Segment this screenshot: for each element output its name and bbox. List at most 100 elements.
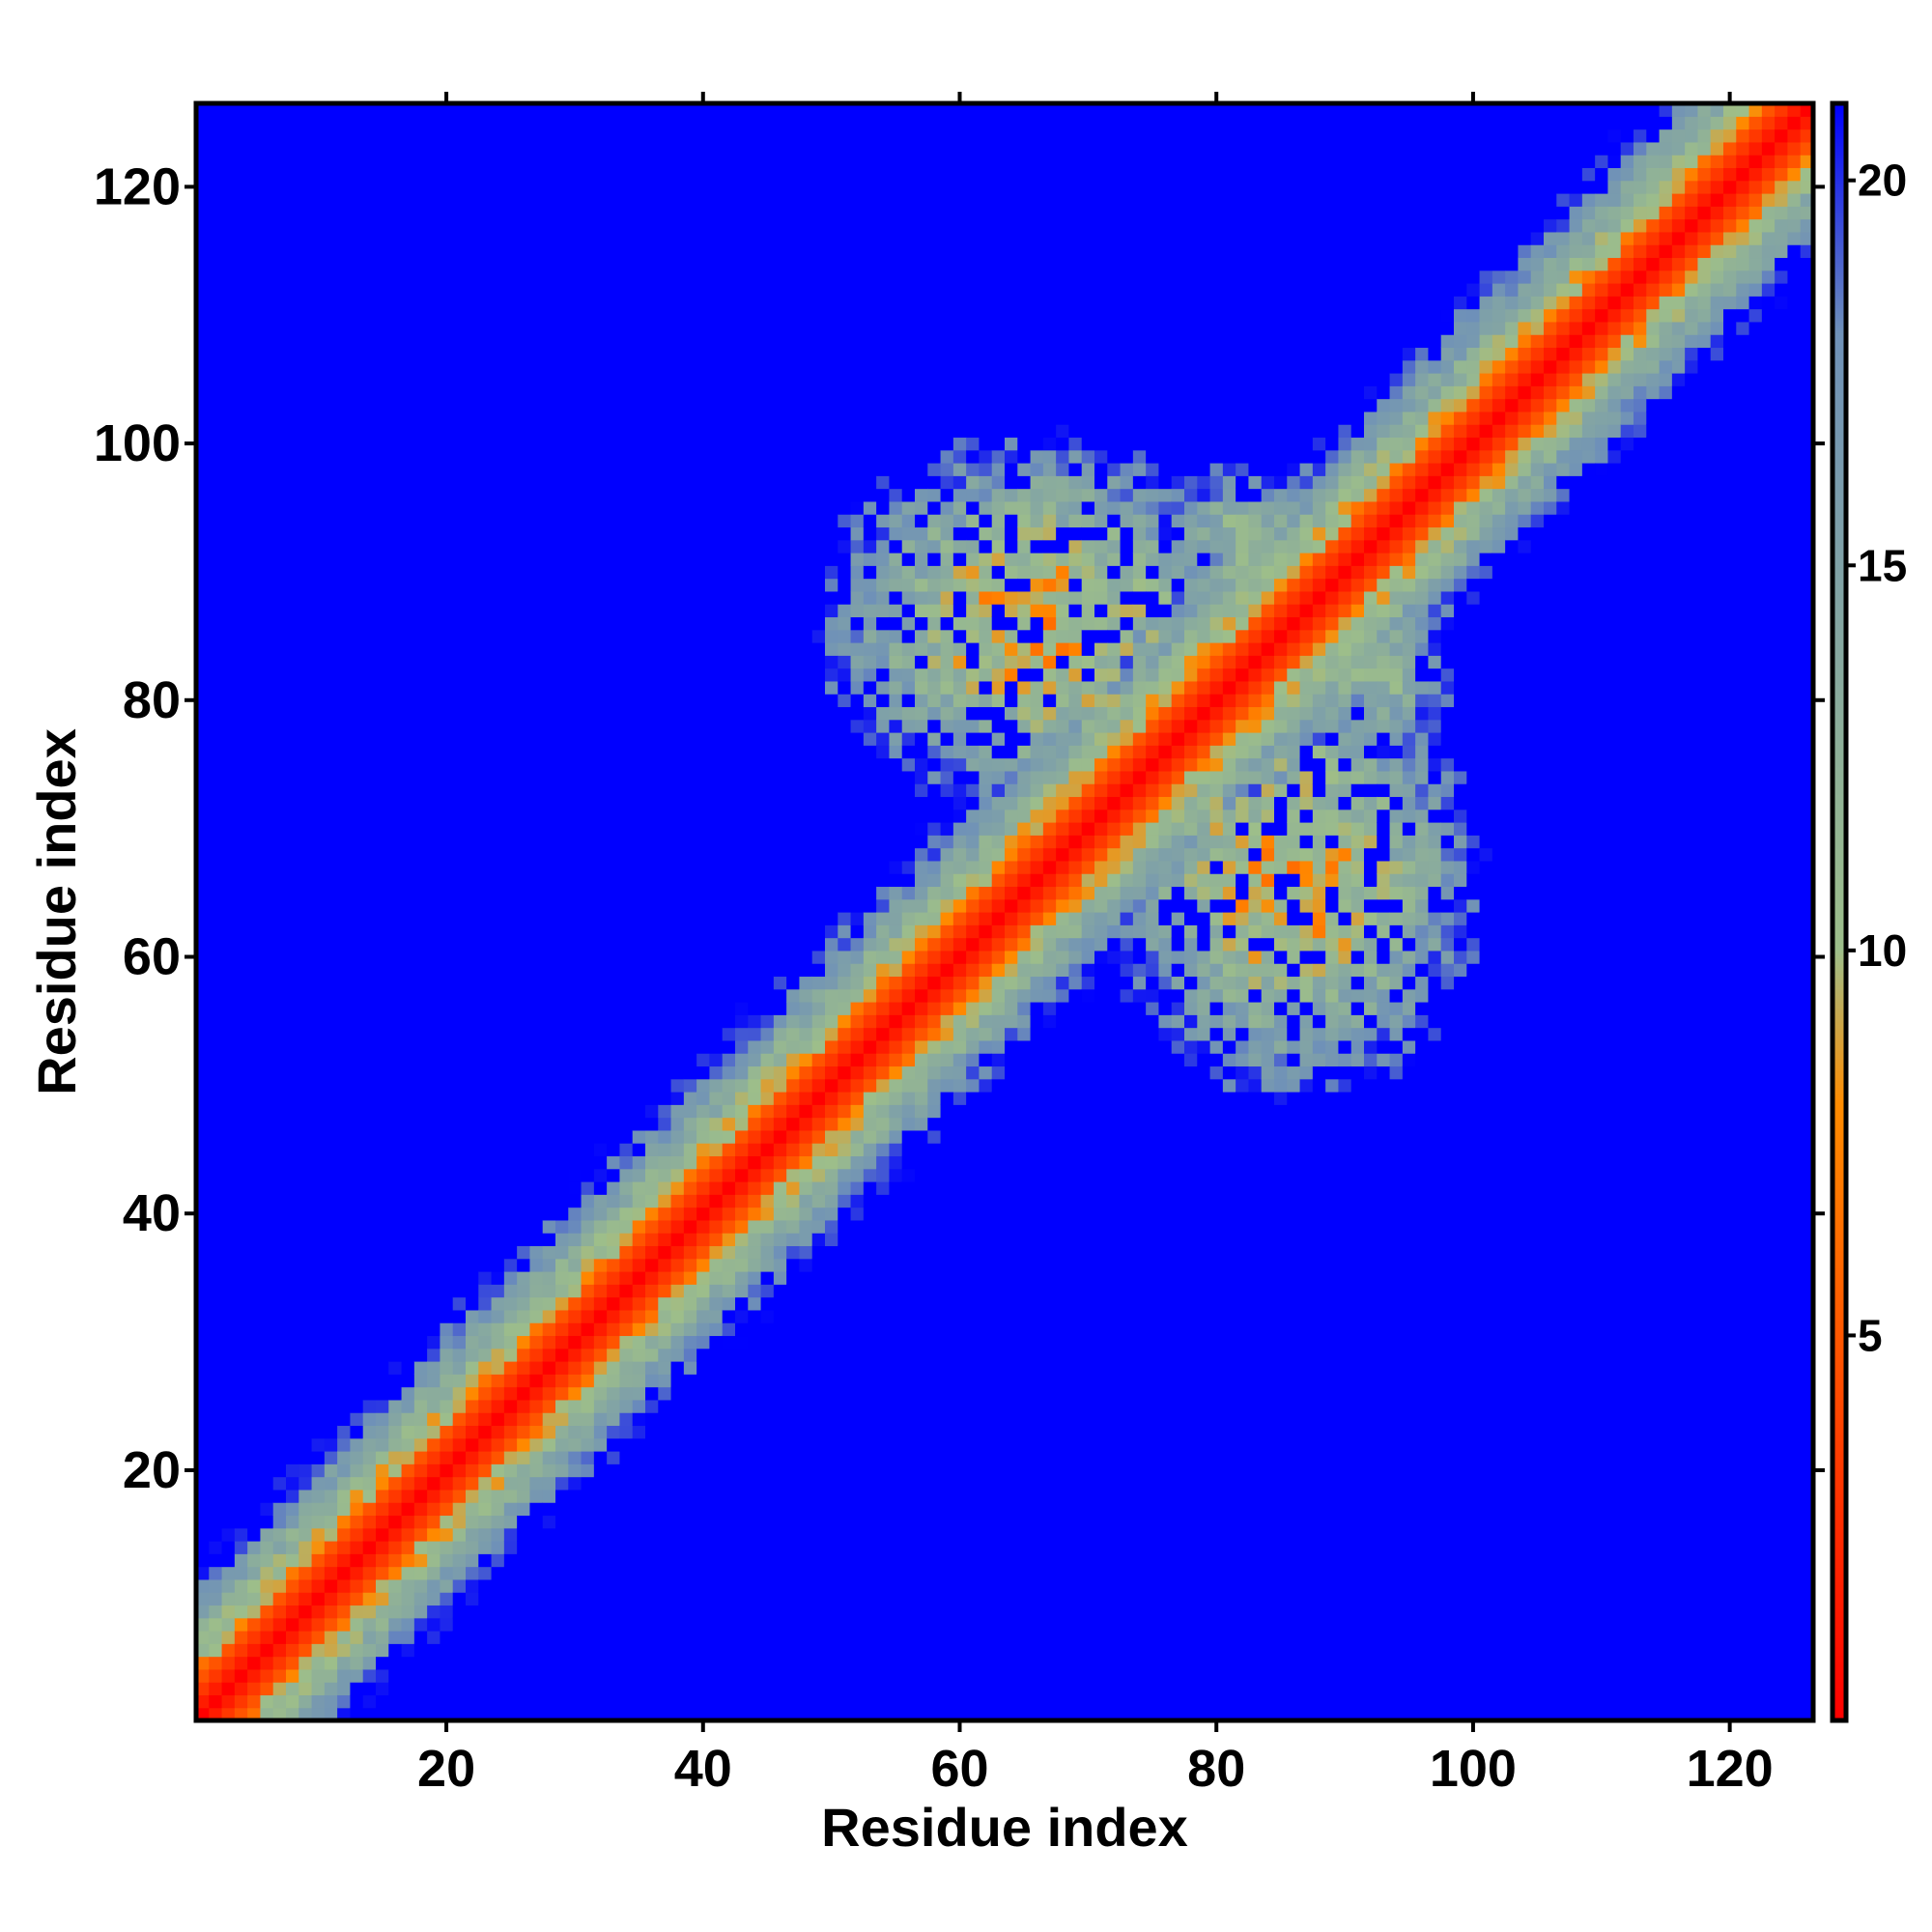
heatmap-cell: [632, 1117, 646, 1131]
heatmap-cell: [209, 488, 223, 502]
heatmap-cell: [619, 1592, 634, 1606]
heatmap-cell: [452, 449, 467, 464]
heatmap-cell: [337, 1065, 352, 1080]
heatmap-cell: [658, 500, 672, 515]
heatmap-cell: [696, 1194, 711, 1208]
heatmap-cell: [311, 1168, 326, 1182]
heatmap-cell: [401, 796, 415, 810]
heatmap-cell: [568, 873, 582, 888]
heatmap-cell: [388, 822, 403, 836]
heatmap-cell: [619, 373, 634, 386]
heatmap-cell: [260, 206, 274, 220]
heatmap-cell: [683, 1592, 697, 1606]
heatmap-cell: [413, 1682, 428, 1696]
heatmap-cell: [440, 1707, 454, 1721]
heatmap-cell: [362, 1078, 377, 1093]
heatmap-cell: [388, 668, 403, 682]
heatmap-cell: [413, 1694, 428, 1709]
heatmap-cell: [298, 1476, 313, 1491]
heatmap-cell: [683, 1053, 697, 1067]
heatmap-cell: [607, 963, 621, 978]
heatmap-cell: [388, 1425, 403, 1439]
heatmap-cell: [452, 1348, 467, 1362]
heatmap-cell: [645, 616, 659, 631]
heatmap-cell: [324, 1489, 338, 1503]
heatmap-cell: [209, 1129, 223, 1144]
heatmap-cell: [298, 244, 313, 259]
heatmap-cell: [388, 1437, 403, 1452]
heatmap-cell: [311, 1463, 326, 1478]
heatmap-cell: [670, 590, 685, 605]
heatmap-cell: [645, 411, 659, 425]
heatmap-cell: [260, 1412, 274, 1427]
heatmap-cell: [260, 180, 274, 194]
heatmap-cell: [542, 565, 556, 580]
heatmap-cell: [221, 553, 236, 566]
heatmap-cell: [452, 1566, 467, 1580]
heatmap-cell: [619, 886, 634, 900]
heatmap-cell: [529, 1566, 544, 1580]
heatmap-cell: [683, 732, 697, 746]
heatmap-cell: [466, 296, 479, 310]
heatmap-cell: [337, 1643, 352, 1658]
heatmap-cell: [632, 1578, 646, 1593]
heatmap-cell: [581, 860, 595, 874]
heatmap-cell: [466, 308, 479, 323]
heatmap-cell: [221, 296, 236, 310]
heatmap-cell: [503, 296, 518, 310]
heatmap-cell: [491, 847, 505, 862]
heatmap-cell: [440, 539, 454, 554]
heatmap-cell: [401, 1181, 415, 1195]
heatmap-cell: [645, 822, 659, 836]
heatmap-cell: [196, 950, 210, 964]
heatmap-cell: [568, 1361, 582, 1375]
heatmap-cell: [196, 668, 210, 682]
heatmap-cell: [555, 385, 569, 400]
heatmap-cell: [337, 1181, 352, 1195]
heatmap-cell: [221, 1233, 236, 1247]
heatmap-cell: [209, 988, 223, 1003]
heatmap-cell: [555, 1617, 569, 1632]
heatmap-cell: [607, 1092, 621, 1105]
heatmap-cell: [529, 244, 544, 259]
heatmap-cell: [568, 924, 582, 939]
heatmap-cell: [670, 1425, 685, 1439]
heatmap-cell: [517, 385, 531, 400]
heatmap-cell: [555, 565, 569, 580]
heatmap-cell: [658, 578, 672, 592]
heatmap-cell: [568, 1617, 582, 1632]
heatmap-cell: [234, 783, 248, 798]
heatmap-cell: [324, 1065, 338, 1080]
heatmap-cell: [670, 770, 685, 784]
heatmap-cell: [607, 553, 621, 566]
heatmap-cell: [221, 1168, 236, 1182]
heatmap-cell: [286, 1707, 299, 1721]
heatmap-cell: [542, 1155, 556, 1170]
heatmap-cell: [466, 668, 479, 682]
heatmap-cell: [619, 1386, 634, 1401]
heatmap-cell: [337, 1168, 352, 1182]
heatmap-cell: [286, 1092, 299, 1105]
heatmap-cell: [683, 1502, 697, 1517]
heatmap-cell: [427, 500, 441, 515]
heatmap-cell: [478, 1181, 493, 1195]
heatmap-cell: [542, 1117, 556, 1131]
heatmap-cell: [337, 1207, 352, 1221]
heatmap-cell: [466, 976, 479, 990]
heatmap-cell: [337, 475, 352, 490]
heatmap-cell: [542, 475, 556, 490]
heatmap-cell: [388, 1155, 403, 1170]
heatmap-cell: [209, 1053, 223, 1067]
heatmap-cell: [427, 1605, 441, 1619]
heatmap-cell: [452, 218, 467, 233]
heatmap-cell: [478, 283, 493, 297]
heatmap-cell: [607, 732, 621, 746]
heatmap-cell: [401, 116, 415, 130]
heatmap-cell: [221, 590, 236, 605]
heatmap-cell: [632, 270, 646, 284]
heatmap-cell: [593, 937, 608, 952]
heatmap-cell: [645, 1476, 659, 1491]
heatmap-cell: [234, 244, 248, 259]
heatmap-cell: [401, 334, 415, 349]
heatmap-cell: [593, 411, 608, 425]
